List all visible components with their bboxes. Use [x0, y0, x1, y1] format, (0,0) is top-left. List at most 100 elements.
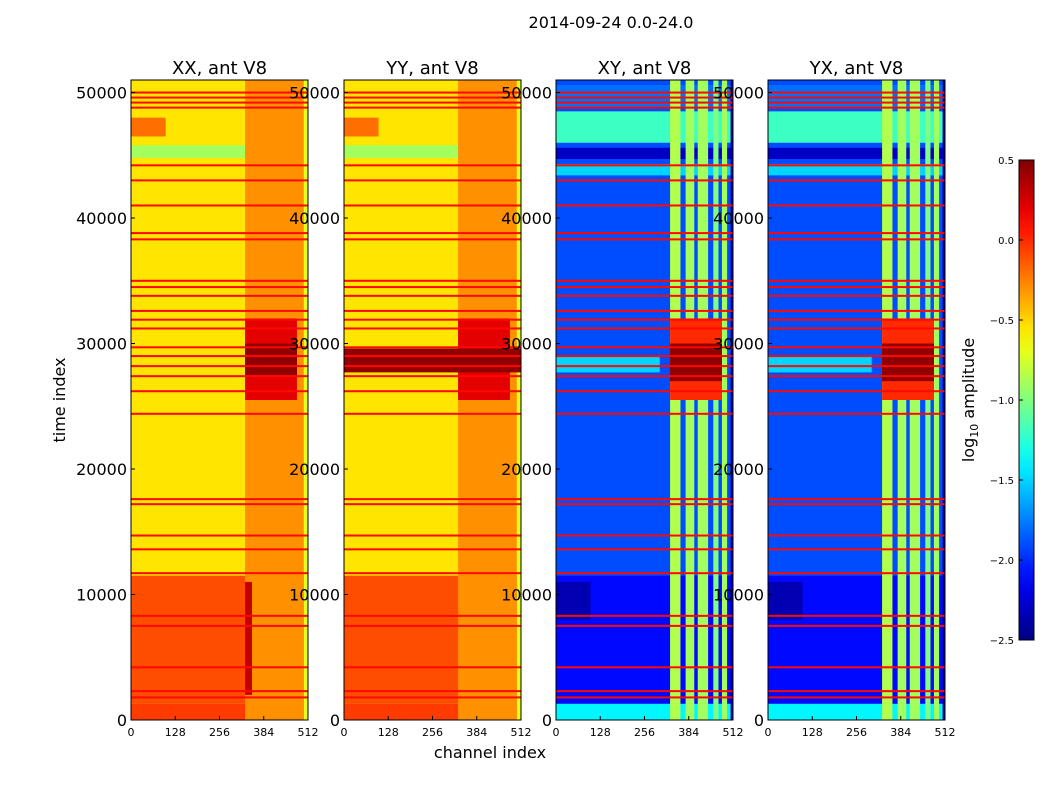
x-tick-label: 256	[209, 726, 230, 739]
flagged-row	[768, 279, 945, 282]
flagged-row	[556, 572, 733, 575]
flagged-row	[131, 624, 308, 627]
flagged-row	[556, 534, 733, 537]
flagged-row	[768, 614, 945, 617]
flagged-row	[556, 696, 733, 699]
flagged-row	[768, 327, 945, 330]
flagged-row	[344, 346, 521, 349]
flagged-row	[344, 101, 521, 104]
flagged-row	[556, 355, 733, 358]
heatmap-region	[556, 581, 591, 620]
x-tick-label: 0	[341, 726, 348, 739]
heatmap-region	[882, 343, 934, 382]
heatmap-region	[516, 80, 521, 720]
flagged-row	[131, 355, 308, 358]
flagged-row	[768, 309, 945, 312]
y-tick-label: 20000	[713, 460, 764, 479]
flagged-row	[556, 309, 733, 312]
flagged-row	[556, 503, 733, 506]
flagged-row	[344, 690, 521, 693]
heatmap-region	[556, 164, 733, 176]
flagged-row	[344, 327, 521, 330]
panel-xy: XY, ant V8 0 128 256 384 512 0 10000 20000 30000 4…	[501, 58, 743, 739]
heatmap-region	[721, 80, 728, 720]
y-tick-label: 30000	[501, 335, 552, 354]
y-axis-label: time index	[50, 357, 69, 442]
flagged-row	[131, 96, 308, 99]
y-tick-label: 0	[754, 711, 764, 730]
flagged-row	[344, 614, 521, 617]
flagged-row	[768, 390, 945, 393]
flagged-row	[556, 614, 733, 617]
flagged-row	[556, 412, 733, 415]
flagged-row	[768, 232, 945, 235]
flagged-row	[344, 164, 521, 167]
flagged-row	[768, 106, 945, 109]
x-tick-label: 128	[590, 726, 611, 739]
flagged-row	[768, 666, 945, 669]
x-tick-label: 256	[422, 726, 443, 739]
flagged-row	[344, 390, 521, 393]
flagged-row	[768, 164, 945, 167]
flagged-row	[768, 318, 945, 321]
y-tick-label: 30000	[713, 335, 764, 354]
flagged-row	[556, 279, 733, 282]
flagged-row	[344, 375, 521, 378]
colorbar-tick-label: −2.5	[990, 636, 1014, 647]
flagged-row	[344, 503, 521, 506]
y-tick-label: 10000	[289, 586, 340, 605]
flagged-row	[556, 666, 733, 669]
flagged-row	[556, 238, 733, 241]
flagged-row	[768, 503, 945, 506]
x-tick-label: 256	[634, 726, 655, 739]
flagged-row	[556, 91, 733, 94]
flagged-row	[344, 204, 521, 207]
y-tick-label: 50000	[289, 84, 340, 103]
y-tick-label: 50000	[501, 84, 552, 103]
flagged-row	[556, 232, 733, 235]
flagged-row	[768, 696, 945, 699]
x-tick-label: 384	[253, 726, 274, 739]
flagged-row	[131, 572, 308, 575]
flagged-row	[768, 355, 945, 358]
flagged-row	[344, 238, 521, 241]
flagged-row	[768, 572, 945, 575]
flagged-row	[556, 179, 733, 182]
heatmap-region	[245, 581, 252, 695]
y-tick-label: 20000	[501, 460, 552, 479]
flagged-row	[556, 106, 733, 109]
flagged-row	[131, 498, 308, 501]
flagged-row	[556, 164, 733, 167]
flagged-row	[768, 624, 945, 627]
flagged-row	[768, 375, 945, 378]
x-tick-label: 256	[846, 726, 867, 739]
panel-xx: XX, ant V8 0 128 256 384 512 0 10000 20000 30000 4…	[76, 58, 318, 739]
flagged-row	[344, 232, 521, 235]
flagged-row	[556, 318, 733, 321]
flagged-row	[768, 238, 945, 241]
flagged-row	[131, 286, 308, 289]
flagged-row	[768, 498, 945, 501]
panel-yx: YX, ant V8 0 128 256 384 512 0 10000 20000 30000 4…	[713, 58, 955, 739]
flagged-row	[768, 690, 945, 693]
panels: XX, ant V8 0 128 256 384 512 0 10000 20000 30000 4…	[76, 58, 955, 739]
x-tick-label: 384	[466, 726, 487, 739]
y-tick-label: 0	[330, 711, 340, 730]
x-tick-label: 384	[678, 726, 699, 739]
flagged-row	[344, 624, 521, 627]
flagged-row	[556, 101, 733, 104]
flagged-row	[131, 179, 308, 182]
flagged-row	[556, 96, 733, 99]
flagged-row	[131, 666, 308, 669]
flagged-row	[131, 309, 308, 312]
heatmap-region	[245, 343, 297, 375]
flagged-row	[131, 375, 308, 378]
flagged-row	[131, 294, 308, 297]
flagged-row	[344, 572, 521, 575]
flagged-row	[556, 204, 733, 207]
figure-title: 2014-09-24 0.0-24.0	[529, 13, 694, 32]
heatmap-region	[670, 343, 722, 382]
heatmap-region	[303, 80, 308, 720]
